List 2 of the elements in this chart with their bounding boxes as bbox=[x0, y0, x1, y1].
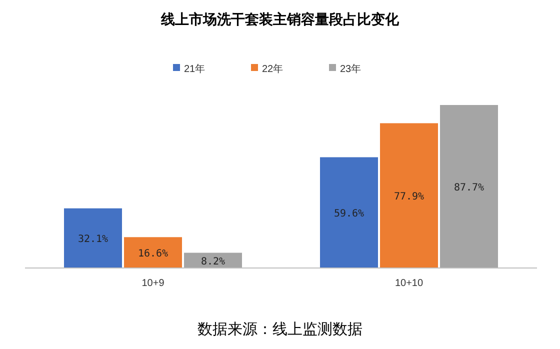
annotation: 数据来源：线上监测数据 bbox=[198, 321, 362, 338]
title: 线上市场洗干套装主销容量段占比变化 bbox=[161, 11, 399, 27]
